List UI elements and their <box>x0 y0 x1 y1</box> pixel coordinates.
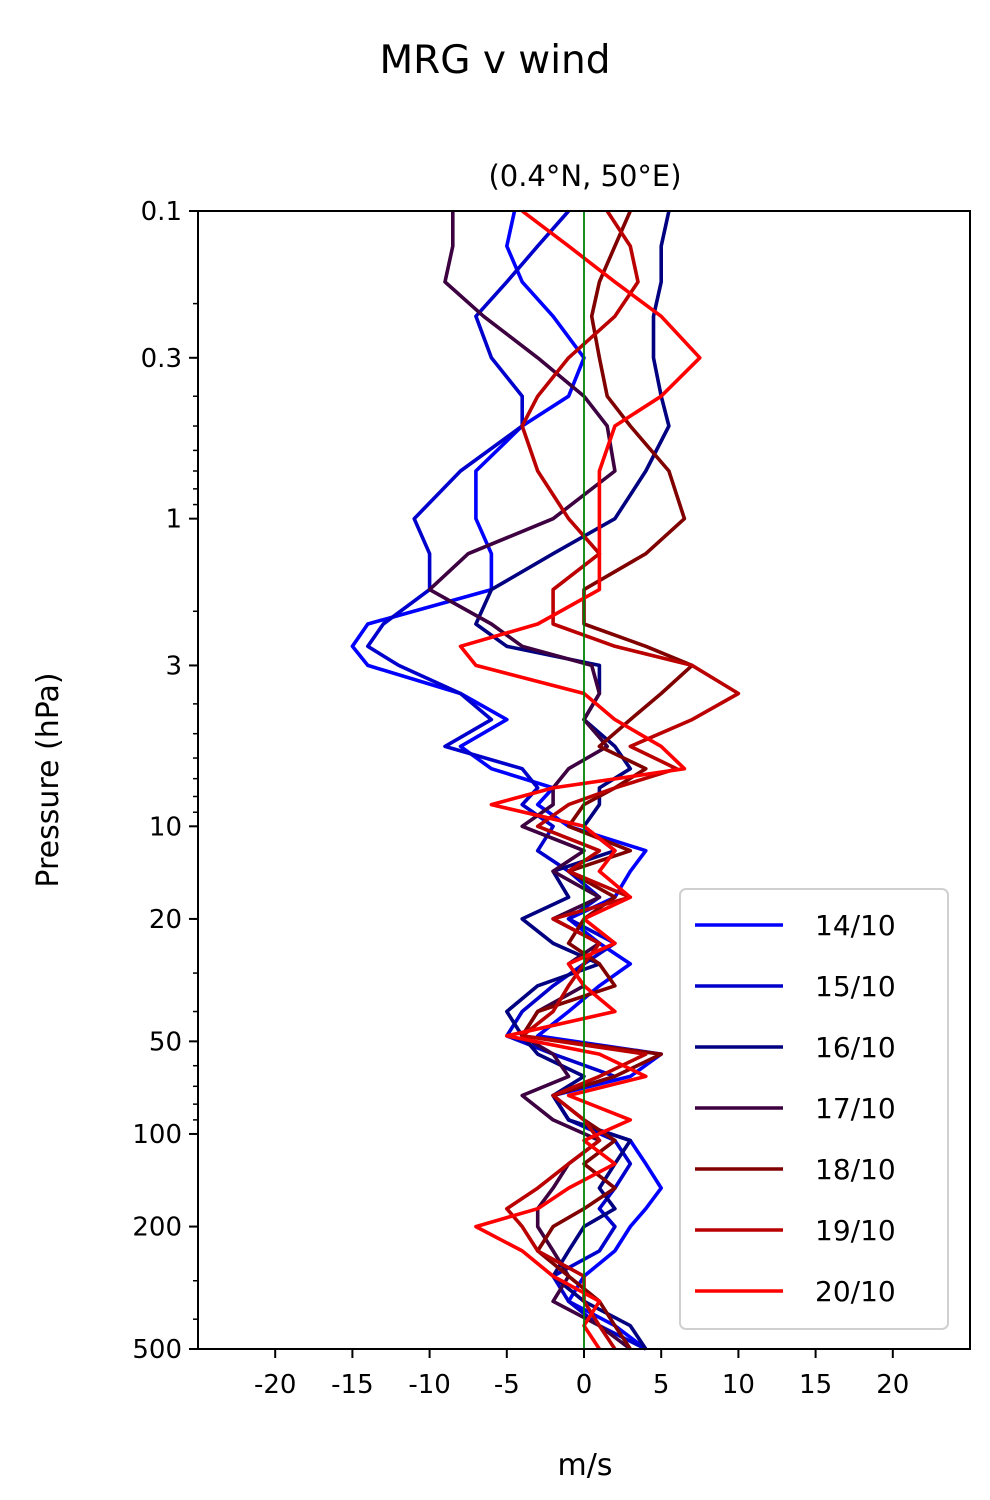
legend: 14/10 15/10 16/10 17/10 18/10 19/10 20/10 <box>679 888 949 1330</box>
legend-label: 16/10 <box>815 1031 896 1064</box>
x-tick-label: 0 <box>576 1370 593 1400</box>
x-tick-label: 5 <box>653 1370 670 1400</box>
y-tick-label: 1 <box>165 505 182 535</box>
plot-frame <box>197 210 971 1350</box>
x-tick-label: -20 <box>254 1370 296 1400</box>
x-tick-label: -15 <box>331 1370 373 1400</box>
x-tick-label: 10 <box>722 1370 755 1400</box>
y-tick-label: 100 <box>132 1120 182 1150</box>
y-tick-label: 500 <box>132 1335 182 1365</box>
y-tick-label: 0.1 <box>141 197 182 227</box>
legend-frame <box>679 888 949 1330</box>
x-tick-label: -5 <box>494 1370 520 1400</box>
axis-ticks: -20 -15 -10 -5 0 5 10 15 20 0.1 0.3 1 3 10 20 50 100 200 5… <box>132 197 909 1400</box>
legend-label: 18/10 <box>815 1153 896 1186</box>
y-tick-label: 50 <box>149 1027 182 1057</box>
series-line-18-10 <box>520 210 694 1350</box>
legend-label: 17/10 <box>815 1092 896 1125</box>
x-tick-label: -10 <box>408 1370 450 1400</box>
y-tick-label: 20 <box>149 905 182 935</box>
series-line-20-10 <box>458 209 702 1350</box>
legend-label: 14/10 <box>815 909 896 942</box>
x-tick-label: 15 <box>799 1370 832 1400</box>
legend-label: 20/10 <box>815 1275 896 1308</box>
chart-subtitle: (0.4°N, 50°E) <box>488 159 681 193</box>
chart-title: MRG v wind <box>379 38 610 83</box>
series-line-15-10 <box>365 209 647 1351</box>
y-tick-label: 10 <box>149 812 182 842</box>
legend-label: 15/10 <box>815 970 896 1003</box>
series-line-17-10 <box>427 211 632 1351</box>
y-tick-label: 3 <box>165 651 182 681</box>
x-tick-label: 20 <box>876 1370 909 1400</box>
x-axis-label: m/s <box>558 1448 613 1483</box>
plot-area <box>350 209 741 1351</box>
y-tick-label: 200 <box>132 1213 182 1243</box>
y-tick-label: 0.3 <box>141 344 182 374</box>
y-axis-label: Pressure (hPa) <box>31 672 66 887</box>
legend-label: 19/10 <box>815 1214 896 1247</box>
series-line-14-10 <box>350 210 664 1351</box>
